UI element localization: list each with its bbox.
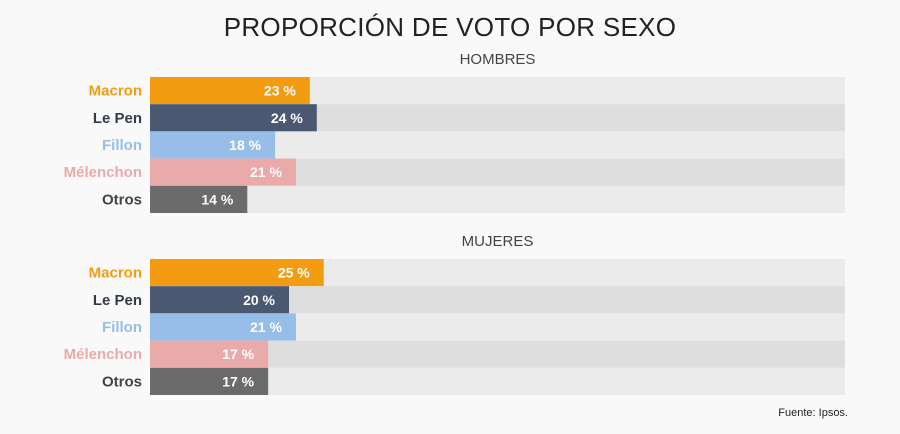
bar-otros	[150, 367, 269, 395]
category-label: Macron	[89, 83, 142, 100]
category-label: Macron	[89, 265, 142, 282]
category-label: Mélenchon	[64, 346, 142, 363]
bar-melenchon	[150, 158, 296, 186]
data-label: 20 %	[243, 292, 275, 308]
bar-macron	[150, 259, 324, 287]
bar-fillon	[150, 131, 276, 159]
bar-le-pen	[150, 286, 289, 314]
panel-title-mujeres: MUJERES	[461, 233, 534, 250]
bar-track	[150, 185, 845, 213]
category-label: Le Pen	[93, 110, 142, 127]
data-label: 14 %	[201, 191, 233, 207]
source-note: Fuente: Ipsos.	[778, 407, 848, 419]
bar-fillon	[150, 313, 296, 341]
data-label: 25 %	[278, 265, 310, 281]
data-label: 21 %	[250, 164, 282, 180]
bar-macron	[150, 77, 310, 105]
data-label: 17 %	[222, 373, 254, 389]
data-label: 17 %	[222, 346, 254, 362]
data-label: 21 %	[250, 319, 282, 335]
bar-le-pen	[150, 104, 317, 132]
category-label: Mélenchon	[64, 164, 142, 181]
category-label: Fillon	[102, 137, 142, 154]
data-label: 18 %	[229, 137, 261, 153]
bar-otros	[150, 185, 248, 213]
data-label: 24 %	[271, 110, 303, 126]
category-label: Fillon	[102, 319, 142, 336]
bar-melenchon	[150, 340, 269, 368]
data-label: 23 %	[264, 83, 296, 99]
category-label: Otros	[102, 373, 142, 390]
chart-title: PROPORCIÓN DE VOTO POR SEXO	[223, 12, 677, 42]
panel-title-hombres: HOMBRES	[459, 51, 536, 68]
category-label: Otros	[102, 191, 142, 208]
category-label: Le Pen	[93, 292, 142, 309]
